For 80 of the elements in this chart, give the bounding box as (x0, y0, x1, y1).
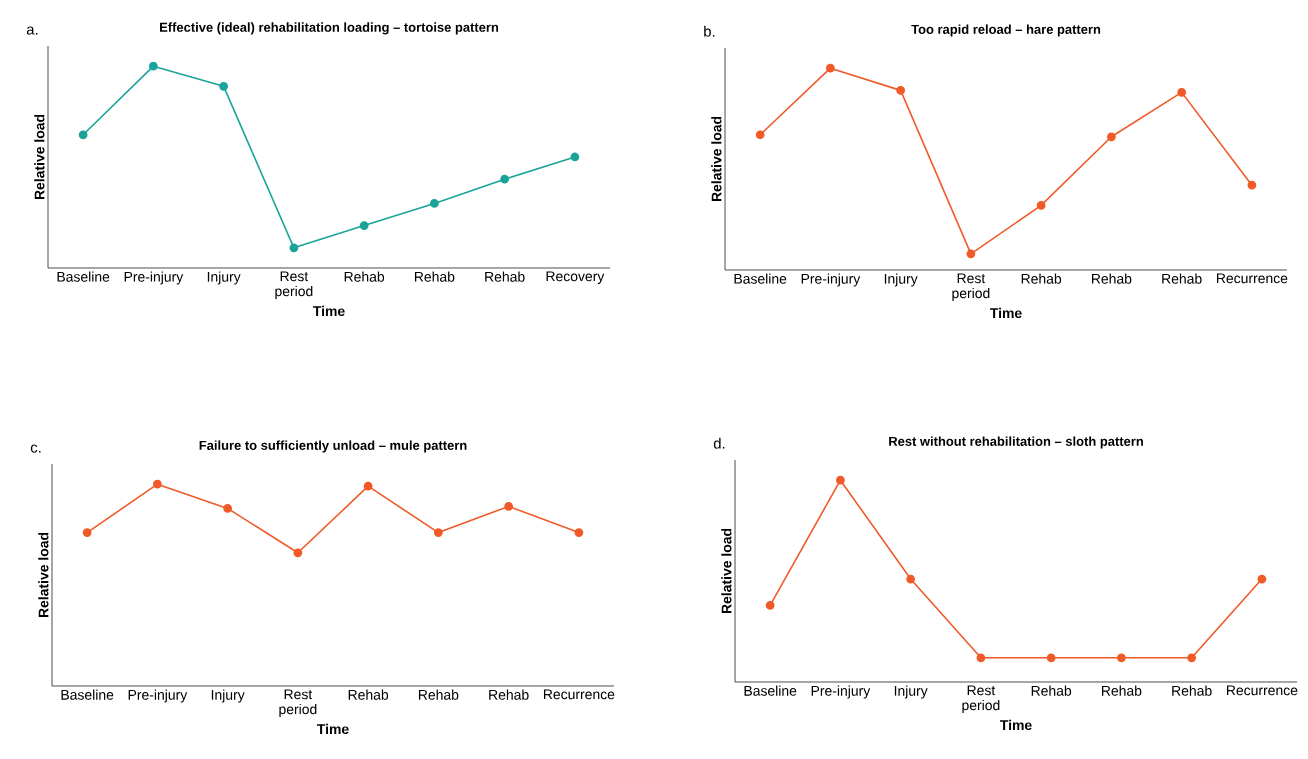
x-tick-label: Rest period (279, 689, 317, 717)
x-tick-label: Rehab (1031, 685, 1072, 696)
x-tick-label: Injury (884, 273, 918, 287)
text: c. (30, 444, 41, 453)
y-axis-title: Relative load (34, 114, 45, 200)
x-tick-label: Rehab (1091, 273, 1132, 284)
x-tick-label: Baseline (744, 685, 797, 696)
x-tick-label: Recurrence (1226, 685, 1298, 696)
point (1117, 653, 1126, 663)
chart-title: Too rapid reload – hare pattern (911, 24, 1101, 37)
point (826, 63, 835, 73)
y-axis-title: Relative load (711, 116, 722, 202)
x-tick-label: Injury (207, 271, 241, 285)
point (1257, 574, 1267, 584)
point (1247, 180, 1257, 190)
point (1107, 132, 1116, 142)
point (966, 249, 976, 259)
x-tick-label: Rest period (962, 685, 1000, 713)
text: b. (704, 25, 715, 37)
chart-title: Failure to sufficiently unload – mule pattern (199, 440, 467, 453)
x-tick-label: Rest period (952, 273, 990, 301)
x-tick-label: Pre-injury (811, 685, 871, 699)
y-axis-title: Relative load (721, 528, 732, 614)
point (570, 152, 580, 162)
point (976, 653, 986, 663)
point (78, 130, 88, 140)
x-tick-label: Injury (894, 685, 928, 699)
x-tick-label: Rehab (414, 271, 455, 282)
point (219, 81, 229, 91)
point (836, 475, 845, 485)
text: a. (26, 26, 38, 35)
point (896, 85, 906, 95)
x-axis-title: Time (313, 305, 345, 317)
point (82, 528, 92, 537)
point (223, 504, 233, 513)
point (434, 528, 443, 537)
x-tick-label: Rehab (348, 689, 389, 700)
point (148, 61, 158, 71)
x-tick-label: Rehab (1162, 273, 1202, 284)
x-tick-label: Rehab (418, 689, 459, 700)
x-tick-label: Recovery (546, 271, 605, 284)
point (1177, 88, 1187, 97)
y-axis-title: Relative load (38, 532, 49, 618)
point (1187, 653, 1197, 663)
point (289, 243, 299, 253)
text: d. (713, 437, 725, 449)
x-tick-label: Pre-injury (801, 273, 861, 287)
x-tick-label: Rehab (489, 689, 529, 700)
point (363, 481, 373, 491)
x-tick-label: Baseline (61, 689, 114, 700)
x-axis-title: Time (990, 307, 1022, 319)
x-tick-label: Pre-injury (124, 271, 184, 285)
point (755, 130, 765, 140)
point (765, 600, 775, 610)
x-tick-label: Rehab (1021, 273, 1062, 284)
x-tick-label: Rest period (275, 271, 313, 299)
x-axis-title: Time (317, 723, 349, 735)
point (430, 199, 439, 208)
point (574, 528, 584, 537)
point (1046, 653, 1056, 663)
point (1036, 201, 1046, 210)
x-tick-label: Recurrence (1216, 273, 1288, 284)
x-axis-title: Time (1000, 719, 1032, 731)
chart-title: Effective (ideal) rehabilitation loading – tortoise pattern (160, 22, 499, 35)
point (152, 479, 162, 489)
x-tick-label: Baseline (734, 273, 787, 284)
x-tick-label: Rehab (344, 271, 385, 282)
x-tick-label: Rehab (485, 271, 525, 282)
x-tick-label: Rehab (1172, 685, 1212, 696)
x-tick-label: Rehab (1101, 685, 1142, 696)
chart-title: Rest without rehabilitation – sloth pattern (889, 436, 1143, 449)
x-tick-label: Recurrence (543, 689, 615, 700)
x-tick-label: Injury (211, 689, 245, 703)
point (500, 174, 510, 184)
point (504, 501, 514, 511)
point (293, 548, 303, 558)
point (906, 574, 916, 584)
point (359, 221, 369, 230)
x-tick-label: Pre-injury (128, 689, 188, 703)
x-tick-label: Baseline (57, 271, 110, 282)
